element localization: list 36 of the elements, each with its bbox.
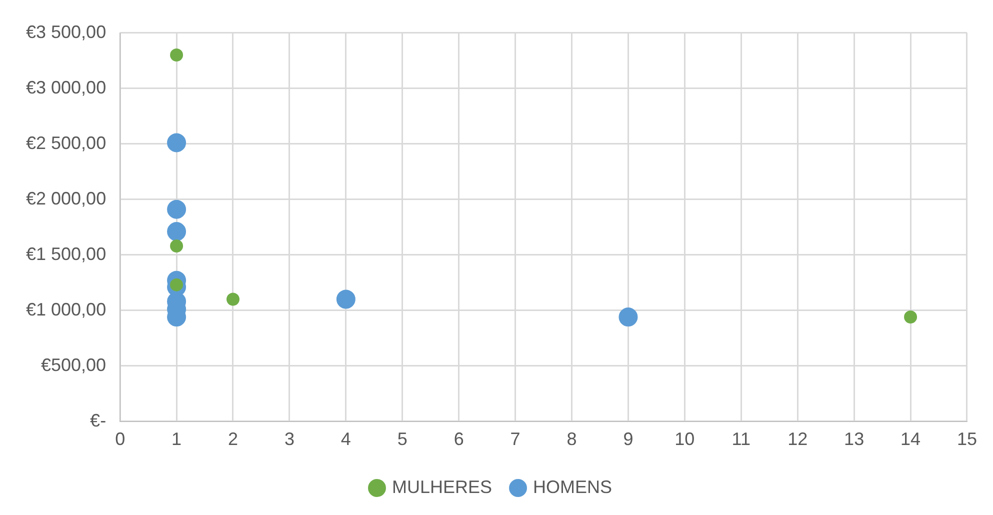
x-tick-label: 2 xyxy=(228,429,238,450)
x-tick-label: 12 xyxy=(788,429,808,450)
y-tick-label: €3 500,00 xyxy=(26,22,106,42)
point xyxy=(170,239,184,252)
legend-label: MULHERES xyxy=(392,476,492,497)
point xyxy=(904,310,918,324)
x-tick-label: 10 xyxy=(674,429,695,450)
point xyxy=(167,222,186,242)
y-tick-label: €3 000,00 xyxy=(26,77,106,98)
x-tick-label: 4 xyxy=(340,429,351,450)
x-tick-label: 5 xyxy=(397,429,408,450)
x-tick-label: 6 xyxy=(454,429,464,450)
x-tick-label: 9 xyxy=(623,429,634,450)
x-tick-label: 11 xyxy=(732,429,750,450)
x-tick-label: 1 xyxy=(172,429,182,450)
point xyxy=(170,278,184,292)
x-tick-label: 15 xyxy=(956,429,978,450)
point xyxy=(167,200,186,219)
y-tick-label: €500,00 xyxy=(41,354,106,375)
point xyxy=(618,308,638,327)
x-tick-label: 7 xyxy=(510,429,520,450)
x-tick-label: 8 xyxy=(566,429,577,450)
y-tick-label: €- xyxy=(90,410,106,430)
point xyxy=(170,48,184,62)
x-tick-label: 0 xyxy=(115,429,126,450)
y-tick-label: €2 000,00 xyxy=(26,188,106,208)
y-tick-label: €1 500,00 xyxy=(26,244,106,264)
point xyxy=(226,292,240,306)
point xyxy=(336,290,356,309)
x-tick-label: 14 xyxy=(900,429,921,450)
y-tick-label: €1 000,00 xyxy=(26,299,106,320)
x-tick-label: 13 xyxy=(844,429,864,450)
y-tick-label: €2 500,00 xyxy=(26,132,106,153)
legend-label: HOMENS xyxy=(533,476,612,497)
x-tick-label: 3 xyxy=(284,429,294,450)
point xyxy=(167,133,186,152)
